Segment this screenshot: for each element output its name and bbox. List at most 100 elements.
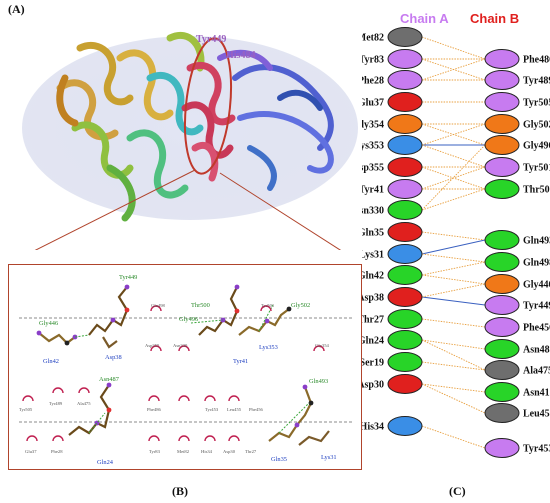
interaction-link (421, 144, 486, 211)
chainA-node-lys353 (387, 135, 423, 155)
chainB-node-gln498 (484, 252, 520, 272)
b-label-thr500: Thr500 (191, 302, 210, 309)
b-label-tyr449: Tyr449 (119, 274, 137, 281)
chainA-node-met82 (387, 27, 423, 47)
b-label-ala475: Ala475 (77, 401, 91, 406)
chainB-label-gly496: Gly496 (523, 141, 550, 152)
b-label-phe486: Phe486 (147, 407, 161, 412)
chainB-node-gly446 (484, 274, 520, 294)
label-his484: His484 (226, 50, 255, 61)
zoom-line-left (34, 169, 196, 250)
atom-markers (36, 284, 314, 428)
interface-helices (181, 61, 236, 182)
b-label-met82: Met82 (177, 449, 190, 454)
b-label-gly502: Gly502 (291, 302, 310, 309)
interaction-link (421, 188, 486, 211)
chainB-label-tyr489: Tyr489 (523, 76, 550, 87)
b-label-gly354: Gly354 (315, 343, 329, 348)
chainB-node-phe486 (484, 49, 520, 69)
zoom-line-right (219, 172, 342, 250)
chain-b-title: Chain B (470, 11, 519, 26)
b-label-his34: His34 (201, 449, 213, 454)
chainA-label-ser19: Ser19 (362, 358, 384, 369)
chainB-node-tyr501 (484, 157, 520, 177)
b-label-asp355: Asp355 (145, 343, 160, 348)
chainA-node-glu37 (387, 92, 423, 112)
chainB-label-gly446: Gly446 (523, 280, 550, 291)
chainA-node-tyr83 (387, 49, 423, 69)
b-label-gln35: Gln35 (271, 456, 287, 463)
interaction-link (421, 239, 486, 255)
chainB-label-tyr501: Tyr501 (523, 163, 550, 174)
interaction-link (421, 274, 486, 285)
interaction-link (421, 283, 486, 298)
b-label-tyr83: Tyr83 (149, 449, 161, 454)
chainA-label-lys353: Lys353 (362, 141, 384, 152)
chainA-label-asp355: Asp355 (362, 163, 384, 174)
hydrogen-bonds (74, 304, 310, 434)
b-label-tyr489: Tyr489 (49, 401, 63, 406)
hydrophobic-arcs (22, 305, 325, 442)
b-label-asp30: Asp30 (223, 449, 236, 454)
b-label-gln42: Gln42 (43, 358, 59, 365)
b-label-thr27: Thr27 (245, 449, 257, 454)
b-label-asn330: Asn330 (173, 343, 188, 348)
chainA-label-phe28: Phe28 (362, 76, 384, 87)
b-label-lys31: Lys31 (321, 454, 337, 461)
chainA-node-asp30 (387, 374, 423, 394)
b-label-phe28: Phe28 (51, 449, 63, 454)
chainA-label-gly354: Gly354 (362, 120, 384, 131)
chain-a-residues: Met82 Tyr83 Phe28 Glu37 Gly354 Lys353 Asp355 Ty… (362, 27, 423, 436)
b-label-asp38: Asp38 (105, 354, 122, 361)
interaction-link (421, 383, 486, 414)
chainA-node-lys31 (387, 244, 423, 264)
interaction-links (421, 36, 486, 449)
chainA-label-tyr41: Tyr41 (362, 185, 384, 196)
b-label-gly496: Gly496 (179, 316, 198, 323)
chainB-node-gly502 (484, 114, 520, 134)
b-label-tyr505: Tyr505 (19, 407, 33, 412)
interaction-link (421, 339, 486, 371)
interaction-link (421, 261, 486, 276)
b-label-gly446: Gly446 (39, 320, 58, 327)
interaction-link (421, 123, 486, 146)
chainA-node-asp38 (387, 287, 423, 307)
chainA-label-glu37: Glu37 (362, 98, 384, 109)
chainB-node-asn417 (484, 382, 520, 402)
chainB-label-phe486: Phe486 (523, 55, 550, 66)
interaction-link (421, 425, 486, 449)
chainA-node-gln35 (387, 222, 423, 242)
chainB-node-phe456 (484, 317, 520, 337)
chainB-node-thr500 (484, 179, 520, 199)
chainA-label-thr27: Thr27 (362, 315, 384, 326)
chainA-node-gly354 (387, 114, 423, 134)
label-tyr449: Tyr449 (196, 34, 226, 45)
chainB-label-leu455: Leu455 (523, 409, 550, 420)
chain-b-ribbon (217, 49, 334, 191)
chainA-node-asn330 (387, 200, 423, 220)
chainB-label-thr500: Thr500 (523, 185, 550, 196)
interaction-link (421, 166, 486, 190)
b-label-glu37: Glu37 (25, 449, 37, 454)
b-label-tyr41: Tyr41 (233, 358, 248, 365)
chain-b-residues: Phe486 Tyr489 Tyr505 Gly502 Gly496 Tyr501 Thr5… (484, 49, 550, 458)
b-label-gln498: Gln498 (151, 303, 165, 308)
chainA-label-gln24: Gln24 (362, 336, 384, 347)
panel-c-label: (C) (449, 484, 466, 498)
chain-a-title: Chain A (400, 11, 449, 26)
chainB-label-tyr453: Tyr453 (523, 444, 550, 455)
chainB-label-ala475: Ala475 (523, 366, 550, 377)
b-label-gln493: Gln493 (309, 378, 328, 385)
chainA-label-lys31: Lys31 (362, 250, 384, 261)
chainA-node-gln24 (387, 330, 423, 350)
chainB-node-leu455 (484, 403, 520, 423)
chainA-node-tyr41 (387, 179, 423, 199)
chainA-node-thr27 (387, 309, 423, 329)
chainA-label-gln42: Gln42 (362, 271, 384, 282)
panel-b-label: (B) (172, 484, 188, 498)
chainA-label-met82: Met82 (362, 33, 384, 44)
chainB-node-tyr505 (484, 92, 520, 112)
chainB-label-asn487: Asn487 (523, 345, 550, 356)
chainB-node-gln493 (484, 230, 520, 250)
stick-molecules (38, 286, 330, 446)
